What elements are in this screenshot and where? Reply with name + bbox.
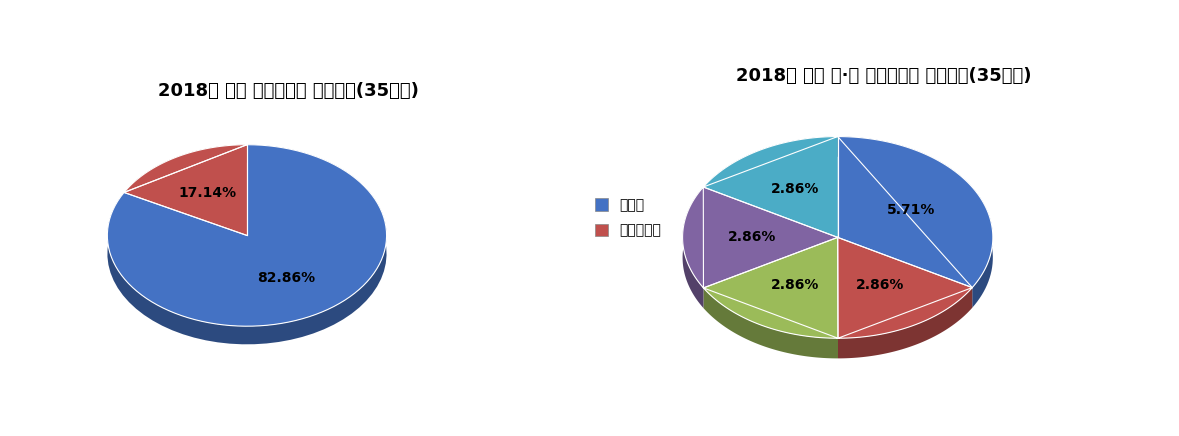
Polygon shape — [838, 136, 993, 288]
Text: 17.14%: 17.14% — [178, 186, 237, 200]
Legend: 비발생, 농경지발생: 비발생, 농경지발생 — [587, 191, 668, 245]
Polygon shape — [704, 136, 838, 237]
Polygon shape — [124, 145, 246, 235]
Polygon shape — [838, 288, 973, 358]
Text: 2018년 전남 시·군 미국실새삼 발생분포(35지역): 2018년 전남 시·군 미국실새삼 발생분포(35지역) — [737, 67, 1032, 85]
Text: 5.71%: 5.71% — [888, 203, 936, 217]
Text: 2.86%: 2.86% — [771, 279, 819, 293]
Polygon shape — [683, 187, 838, 288]
Polygon shape — [107, 145, 387, 326]
Text: 2018년 전남 미국실새삼 발생분포(35지역): 2018년 전남 미국실새삼 발생분포(35지역) — [158, 82, 420, 100]
Polygon shape — [704, 237, 838, 338]
Polygon shape — [704, 288, 838, 358]
Text: 82.86%: 82.86% — [257, 271, 316, 285]
Polygon shape — [704, 136, 838, 207]
Polygon shape — [838, 136, 993, 308]
Polygon shape — [107, 145, 387, 344]
Text: 2.86%: 2.86% — [856, 278, 904, 293]
Polygon shape — [124, 145, 246, 211]
Text: 2.86%: 2.86% — [729, 231, 777, 245]
Text: 2.86%: 2.86% — [771, 182, 819, 196]
Polygon shape — [683, 187, 704, 308]
Polygon shape — [838, 237, 973, 338]
